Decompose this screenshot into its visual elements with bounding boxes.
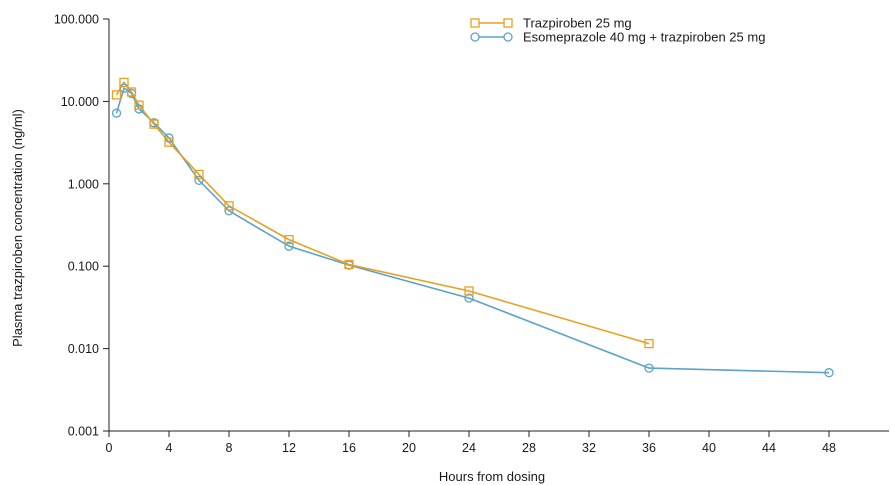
y-tick-label: 100.000 (54, 13, 99, 27)
x-tick-label: 16 (342, 441, 356, 455)
data-point-circle (194, 175, 204, 186)
data-point-square (284, 234, 294, 245)
data-point-square (111, 90, 122, 100)
data-point-circle (824, 368, 834, 378)
axes-layer: 0 4 8 12 16 20 24 28 32 36 40 44 480.0010.0100.1001.… (54, 13, 889, 455)
x-tick-label: 12 (282, 441, 296, 455)
legend-label: Trazpiroben 25 mg (523, 16, 632, 31)
x-tick-label: 40 (702, 441, 716, 455)
data-point-circle (284, 241, 294, 251)
x-tick-label: 20 (402, 441, 416, 455)
series-line-1 (115, 86, 830, 374)
data-point-square (119, 77, 129, 88)
y-axis-title: Plasma trazpiroben concentration (ng/ml) (10, 109, 25, 347)
legend-marker-circle (503, 32, 513, 42)
x-axis-title: Hours from dosing (439, 469, 545, 484)
legend-marker-circle (470, 32, 480, 42)
legend-marker-square (470, 18, 480, 28)
legend-label: Esomeprazole 40 mg + trazpiroben 25 mg (523, 30, 765, 45)
x-tick-label: 0 (106, 441, 113, 455)
data-point-square (224, 201, 234, 211)
series-line-0 (115, 80, 650, 345)
data-point-circle (644, 363, 654, 373)
data-point-circle (224, 206, 234, 216)
data-point-square (164, 137, 174, 147)
data-point-square (149, 119, 159, 129)
y-tick-label: 0.001 (68, 425, 99, 439)
y-tick-label: 1.000 (68, 177, 99, 191)
data-point-square (344, 259, 354, 270)
x-tick-label: 8 (226, 441, 233, 455)
x-tick-label: 28 (522, 441, 536, 455)
data-point-circle (464, 293, 474, 303)
data-point-square (134, 100, 144, 110)
y-tick-label: 10.000 (61, 95, 99, 109)
x-tick-label: 24 (462, 441, 476, 455)
x-tick-label: 32 (582, 441, 596, 455)
data-point-square (194, 169, 204, 180)
legend-marker-square (503, 18, 513, 28)
y-tick-label: 0.010 (68, 342, 99, 356)
data-point-square (644, 338, 654, 349)
x-tick-label: 4 (166, 441, 173, 455)
data-point-square (464, 286, 474, 296)
series-layer (111, 77, 834, 378)
y-tick-label: 0.100 (68, 260, 99, 274)
data-point-square (126, 87, 137, 97)
data-point-circle (111, 108, 122, 118)
x-tick-label: 44 (762, 441, 776, 455)
x-tick-label: 48 (822, 441, 836, 455)
x-tick-label: 36 (642, 441, 656, 455)
